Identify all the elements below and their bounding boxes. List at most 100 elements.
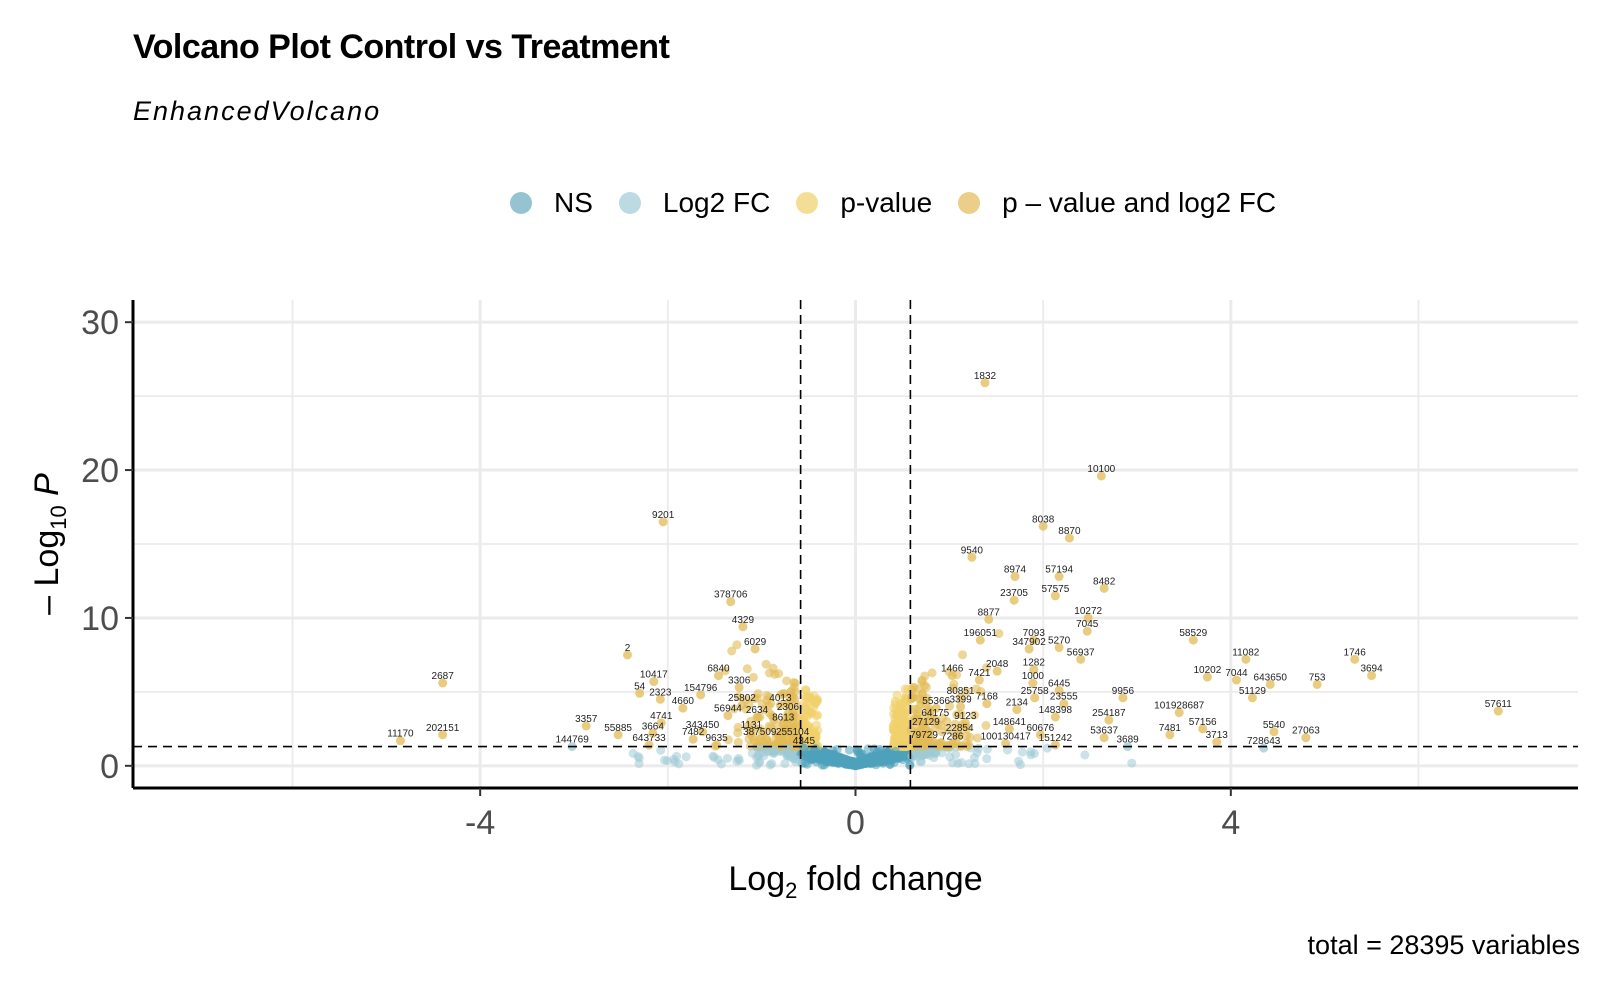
y-tick-label: 10 (81, 600, 119, 638)
labeled-point (930, 715, 940, 725)
data-point (915, 756, 925, 766)
data-point (802, 759, 812, 769)
data-point (753, 689, 763, 699)
data-point (791, 699, 801, 709)
labeled-point (1367, 671, 1377, 681)
labeled-point (956, 693, 966, 703)
point-label: 643650 (1254, 672, 1288, 683)
point-label: 1746 (1344, 647, 1367, 658)
labeled-point (698, 727, 708, 737)
point-label: 10100 (1087, 464, 1115, 475)
data-point (981, 721, 991, 731)
y-tick-label: 20 (81, 452, 119, 490)
point-label: 25802 (728, 693, 756, 704)
labeled-point (1350, 654, 1360, 664)
data-point (956, 757, 966, 767)
point-label: 202151 (426, 723, 460, 734)
legend-pvalue-label: p-value (840, 187, 933, 218)
point-label: 57575 (1041, 584, 1069, 595)
chart-title: Volcano Plot Control vs Treatment (133, 28, 670, 66)
point-label: 55366 (922, 696, 950, 707)
labeled-point (1198, 724, 1208, 734)
data-point (742, 664, 752, 674)
data-point (951, 750, 961, 760)
legend-both-label: p – value and log2 FC (1002, 187, 1277, 218)
point-label: 9201 (652, 510, 675, 521)
point-label: 154796 (684, 683, 718, 694)
point-label: 7482 (682, 727, 705, 738)
data-point (809, 733, 819, 743)
data-point (900, 733, 910, 743)
point-label: 57156 (1189, 717, 1217, 728)
labeled-point (656, 718, 666, 728)
data-point (809, 745, 819, 755)
point-label: 53637 (1090, 726, 1118, 737)
point-label: 7481 (1159, 723, 1182, 734)
labeled-point (649, 677, 659, 687)
data-point (949, 679, 959, 689)
point-label: 254187 (1092, 708, 1126, 719)
data-point (948, 758, 958, 768)
data-point (969, 710, 979, 720)
labeled-point (1064, 533, 1074, 543)
point-label: 11170 (387, 729, 414, 740)
point-label: 22854 (946, 723, 974, 734)
data-point (909, 682, 919, 692)
data-point (759, 705, 769, 715)
point-label: 643733 (632, 733, 666, 744)
data-point (994, 629, 1004, 639)
labeled-point (1054, 685, 1064, 695)
labeled-point (1028, 678, 1038, 688)
legend-pvalue-swatch (796, 192, 819, 214)
point-label: 2634 (746, 705, 769, 716)
data-point (942, 716, 952, 726)
point-label: 11082 (1232, 647, 1260, 658)
point-label: 255104 (776, 727, 810, 738)
point-label: 56937 (1067, 647, 1095, 658)
legend-item-log2fc: Log2 FC (618, 187, 771, 219)
legend: NS Log2 FC p-value p – value and log2 FC (510, 180, 1302, 226)
point-label: 2323 (649, 687, 672, 698)
labeled-point (1004, 724, 1014, 734)
labeled-point (980, 378, 990, 388)
data-point (732, 640, 742, 650)
data-point (791, 721, 801, 731)
labeled-point (1247, 693, 1257, 703)
data-point (789, 682, 799, 692)
data-point (796, 714, 806, 724)
labeled-point (1030, 693, 1040, 703)
point-label: 4013 (769, 693, 792, 704)
data-point (929, 753, 939, 763)
point-label: 1000 (1022, 671, 1045, 682)
data-point (764, 692, 774, 702)
labeled-point (688, 734, 698, 744)
point-label: 1131 (741, 720, 763, 731)
data-point (779, 727, 789, 737)
point-label: 57611 (1485, 699, 1513, 710)
point-label: 10272 (1074, 606, 1102, 617)
data-point (727, 646, 737, 656)
point-label: 8613 (772, 712, 795, 723)
point-label: 3306 (728, 675, 751, 686)
data-point (907, 751, 917, 761)
point-label: 3357 (575, 714, 598, 725)
data-point (958, 650, 968, 660)
labeled-point (1096, 471, 1106, 481)
point-label: 378706 (714, 590, 748, 601)
legend-log2fc-label: Log2 FC (662, 187, 771, 218)
data-point (891, 731, 901, 741)
labeled-point (975, 635, 985, 645)
labeled-point (775, 700, 785, 710)
point-label: 64175 (921, 708, 949, 719)
point-label: 7168 (976, 692, 999, 703)
data-point (782, 676, 792, 686)
data-point (779, 688, 789, 698)
labeled-point (635, 688, 645, 698)
data-point (964, 759, 974, 769)
point-label: 60676 (1026, 723, 1054, 734)
data-point (634, 753, 644, 763)
data-point (961, 686, 971, 696)
x-axis-title: Log2 fold change (728, 860, 982, 903)
data-point (716, 759, 726, 769)
data-point (866, 759, 876, 769)
